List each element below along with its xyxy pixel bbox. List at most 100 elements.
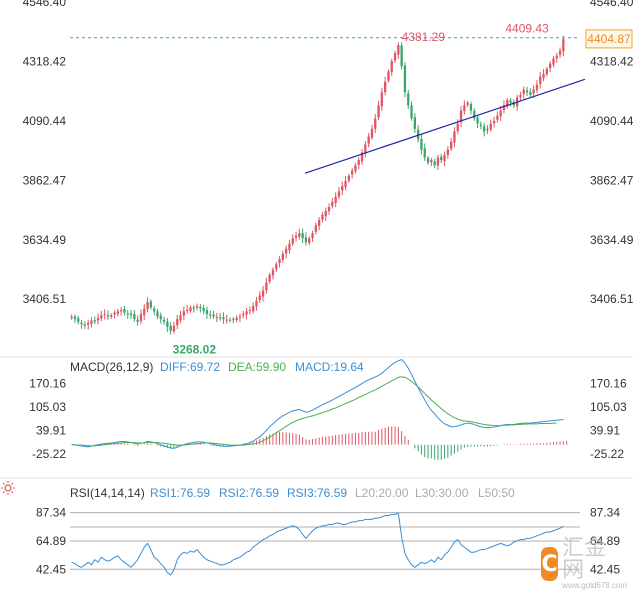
watermark-main: 汇金网: [562, 536, 607, 583]
candle-body: [499, 110, 502, 117]
candle-body: [525, 90, 529, 93]
candle-body: [126, 313, 129, 315]
candle-body: [357, 160, 360, 165]
candle-body: [446, 149, 450, 155]
candle-body: [80, 322, 83, 325]
candle-body: [133, 313, 136, 320]
macd-tick-left: -25.22: [32, 447, 66, 461]
candle-body: [146, 302, 149, 309]
candle-body: [70, 316, 73, 318]
candle-body: [479, 124, 483, 127]
support-trendline: [304, 78, 586, 174]
rsi-l50-label: L50:50: [478, 486, 515, 500]
macd-axis: 170.16 170.16 105.03 105.03 39.91 39.91 -25.22…: [29, 376, 627, 460]
current-price-text: 4404.87: [587, 32, 631, 46]
candle-body: [535, 84, 539, 91]
candle-body: [308, 238, 311, 244]
previous-high-label: 4381.29: [402, 30, 446, 44]
candle-body: [176, 319, 179, 326]
macd-value-label: MACD:19.64: [295, 360, 364, 374]
candle-body: [136, 319, 139, 322]
candle-body: [482, 126, 486, 132]
candle-body: [77, 318, 80, 322]
candle-body: [506, 100, 509, 107]
candle-body: [466, 102, 469, 105]
candle-body: [83, 324, 87, 326]
macd-tick-right: 105.03: [590, 400, 627, 414]
candle-body: [192, 307, 195, 309]
candlestick-series: [70, 35, 565, 335]
rsi-line: [71, 512, 564, 576]
macd-title: MACD(26,12,9): [70, 360, 153, 374]
candle-body: [403, 65, 407, 93]
candle-body: [169, 325, 172, 331]
candle-body: [364, 144, 367, 153]
candle-body: [225, 319, 228, 321]
candle-body: [268, 274, 271, 282]
candle-body: [245, 311, 248, 315]
candle-body: [271, 269, 275, 276]
candle-body: [232, 319, 235, 321]
candle-body: [492, 120, 496, 124]
candle-body: [212, 314, 215, 317]
candle-body: [459, 110, 463, 123]
candle-body: [242, 313, 245, 316]
candle-body: [552, 58, 555, 65]
candle-body: [93, 320, 96, 322]
candle-body: [258, 295, 261, 301]
price-axis-left: 4546.40 4318.42 4090.44 3862.47 3634.49 3406.…: [23, 0, 67, 306]
candle-body: [275, 264, 278, 270]
candle-body: [281, 253, 285, 260]
candle-body: [294, 235, 298, 238]
candle-body: [393, 53, 397, 61]
sun-icon[interactable]: [1, 481, 15, 495]
price-tick-right: 4546.40: [590, 0, 633, 9]
rsi2-label: RSI2:76.59: [219, 486, 279, 500]
candle-body: [189, 307, 192, 312]
candle-body: [496, 115, 499, 120]
candle-body: [265, 282, 268, 291]
macd-tick-left: 39.91: [36, 423, 66, 437]
candle-body: [522, 89, 525, 94]
candle-body: [374, 118, 377, 129]
candle-body: [449, 141, 453, 149]
price-tick-right: 3634.49: [590, 233, 633, 247]
price-tick-left: 4546.40: [23, 0, 67, 9]
candle-body: [360, 152, 364, 162]
macd-tick-right: 170.16: [590, 376, 627, 390]
rsi3-label: RSI3:76.59: [287, 486, 347, 500]
candle-body: [314, 225, 318, 232]
candle-body: [143, 308, 146, 316]
candle-body: [110, 315, 113, 317]
candle-body: [317, 220, 321, 226]
candle-body: [149, 301, 153, 308]
candle-body: [113, 312, 116, 315]
price-tick-left: 3406.51: [23, 292, 67, 306]
candle-body: [106, 315, 110, 317]
candle-body: [542, 74, 545, 78]
candle-body: [548, 63, 552, 69]
candle-body: [509, 100, 512, 103]
candle-body: [159, 315, 162, 320]
candle-body: [532, 89, 535, 94]
candle-body: [103, 313, 106, 315]
candle-body: [539, 76, 542, 84]
candle-body: [162, 319, 166, 322]
max-price-label: 4409.43: [505, 22, 549, 36]
candle-body: [301, 233, 304, 239]
rsi-tick-left: 87.34: [36, 506, 66, 520]
candle-body: [291, 238, 294, 244]
candle-body: [440, 156, 443, 161]
rsi-l20-label: L20:20.00: [355, 486, 409, 500]
min-price-label: 3268.02: [173, 342, 217, 356]
logo-icon: C: [541, 547, 559, 581]
candle-body: [202, 307, 205, 312]
candle-body: [370, 128, 374, 138]
candle-body: [334, 196, 337, 203]
candle-body: [397, 45, 400, 55]
candle-body: [347, 175, 351, 181]
candle-body: [129, 313, 133, 316]
price-tick-left: 4090.44: [23, 114, 67, 128]
rsi-tick-left: 42.45: [36, 562, 66, 576]
candle-body: [456, 123, 459, 132]
